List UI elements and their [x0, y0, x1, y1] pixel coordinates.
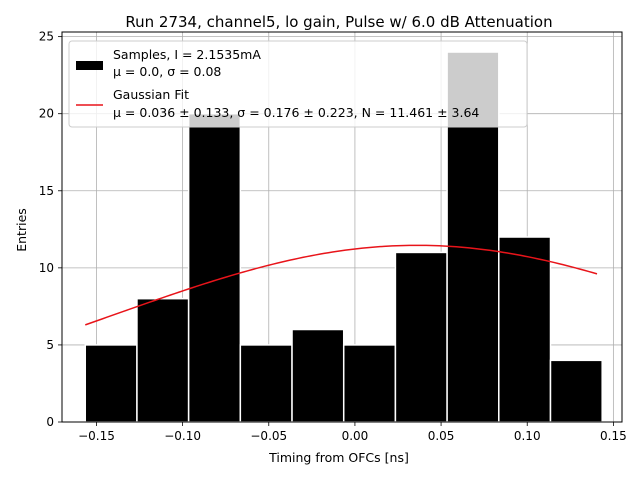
histogram-bar: [187, 112, 242, 423]
x-tick-label: −0.10: [164, 429, 201, 443]
histogram-bar: [239, 344, 293, 423]
legend: Samples, I = 2.1535mA μ = 0.0, σ = 0.08 …: [68, 40, 528, 128]
histogram-bar: [342, 344, 397, 423]
x-tick-label: −0.05: [250, 429, 287, 443]
y-axis-label: Entries: [14, 208, 29, 252]
histogram-bar: [291, 328, 345, 423]
legend-samples-stats: μ = 0.0, σ = 0.08: [113, 64, 221, 79]
y-tick-label: 15: [39, 184, 54, 198]
x-tick-label: 0.10: [514, 429, 541, 443]
chart-title: Run 2734, channel5, lo gain, Pulse w/ 6.…: [125, 13, 552, 31]
x-tick-label: 0.00: [342, 429, 369, 443]
histogram-bar: [84, 344, 138, 423]
y-tick-label: 5: [46, 338, 54, 352]
y-tick-label: 25: [39, 30, 54, 44]
legend-box: [68, 40, 528, 128]
gaussian-fit-line: [85, 244, 598, 326]
y-tick-label: 10: [39, 261, 54, 275]
plot-frame: [61, 31, 623, 423]
x-tick-label: 0.15: [600, 429, 627, 443]
legend-samples-label: Samples, I = 2.1535mA: [113, 47, 261, 62]
legend-samples-swatch: [76, 61, 103, 70]
legend-fit-label: Gaussian Fit: [113, 87, 189, 102]
y-axis-ticks: 0 5 10 15 20 25: [39, 30, 62, 429]
histogram-bar: [394, 251, 448, 423]
x-tick-label: 0.05: [428, 429, 455, 443]
x-axis-label: Timing from OFCs [ns]: [268, 450, 409, 465]
y-tick-label: 20: [39, 107, 54, 121]
x-axis-ticks: −0.15 −0.10 −0.05 0.00 0.05 0.10 0.15: [78, 422, 627, 443]
x-tick-label: −0.15: [78, 429, 115, 443]
legend-fit-stats: μ = 0.036 ± 0.133, σ = 0.176 ± 0.223, N …: [113, 105, 479, 120]
histogram-bar: [136, 297, 190, 423]
histogram-bar: [549, 359, 603, 423]
histogram-bar: [498, 236, 552, 423]
y-tick-label: 0: [46, 415, 54, 429]
